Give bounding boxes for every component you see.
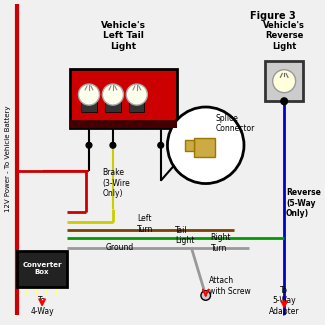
Text: 12V Power - To Vehicle Battery: 12V Power - To Vehicle Battery bbox=[5, 105, 11, 212]
Bar bbox=[265, 61, 303, 101]
Bar bbox=[185, 139, 194, 151]
Circle shape bbox=[102, 84, 124, 105]
Circle shape bbox=[201, 291, 211, 300]
Text: Vehicle's
Left Tail
Light: Vehicle's Left Tail Light bbox=[101, 21, 146, 51]
Circle shape bbox=[110, 142, 116, 148]
Text: To
4-Way: To 4-Way bbox=[30, 296, 54, 316]
Text: Ground: Ground bbox=[105, 243, 134, 252]
Bar bbox=[194, 137, 215, 157]
Text: Splice
Connector: Splice Connector bbox=[215, 114, 255, 133]
Circle shape bbox=[158, 142, 163, 148]
Text: Vehicle's
Reverse
Light: Vehicle's Reverse Light bbox=[263, 21, 305, 51]
Text: Left
Turn: Left Turn bbox=[137, 214, 153, 234]
Text: Brake
(3-Wire
Only): Brake (3-Wire Only) bbox=[102, 168, 130, 198]
Text: To
5-Way
Adapter: To 5-Way Adapter bbox=[269, 286, 299, 316]
Bar bbox=[81, 102, 97, 112]
Bar bbox=[105, 102, 121, 112]
Circle shape bbox=[167, 107, 244, 184]
Text: Attach
with Screw: Attach with Screw bbox=[209, 276, 250, 296]
Circle shape bbox=[281, 98, 288, 105]
Bar bbox=[70, 120, 177, 128]
Circle shape bbox=[78, 84, 99, 105]
Bar bbox=[70, 69, 177, 128]
Circle shape bbox=[126, 84, 147, 105]
Bar bbox=[129, 102, 145, 112]
Circle shape bbox=[273, 70, 296, 93]
Text: Tail
Light: Tail Light bbox=[175, 226, 194, 245]
Text: Right
Turn: Right Turn bbox=[211, 233, 231, 253]
Text: Converter
Box: Converter Box bbox=[22, 262, 62, 275]
Text: Reverse
(5-Way
Only): Reverse (5-Way Only) bbox=[286, 188, 321, 218]
Bar bbox=[17, 251, 67, 287]
Text: Figure 3: Figure 3 bbox=[250, 11, 295, 21]
Circle shape bbox=[86, 142, 92, 148]
